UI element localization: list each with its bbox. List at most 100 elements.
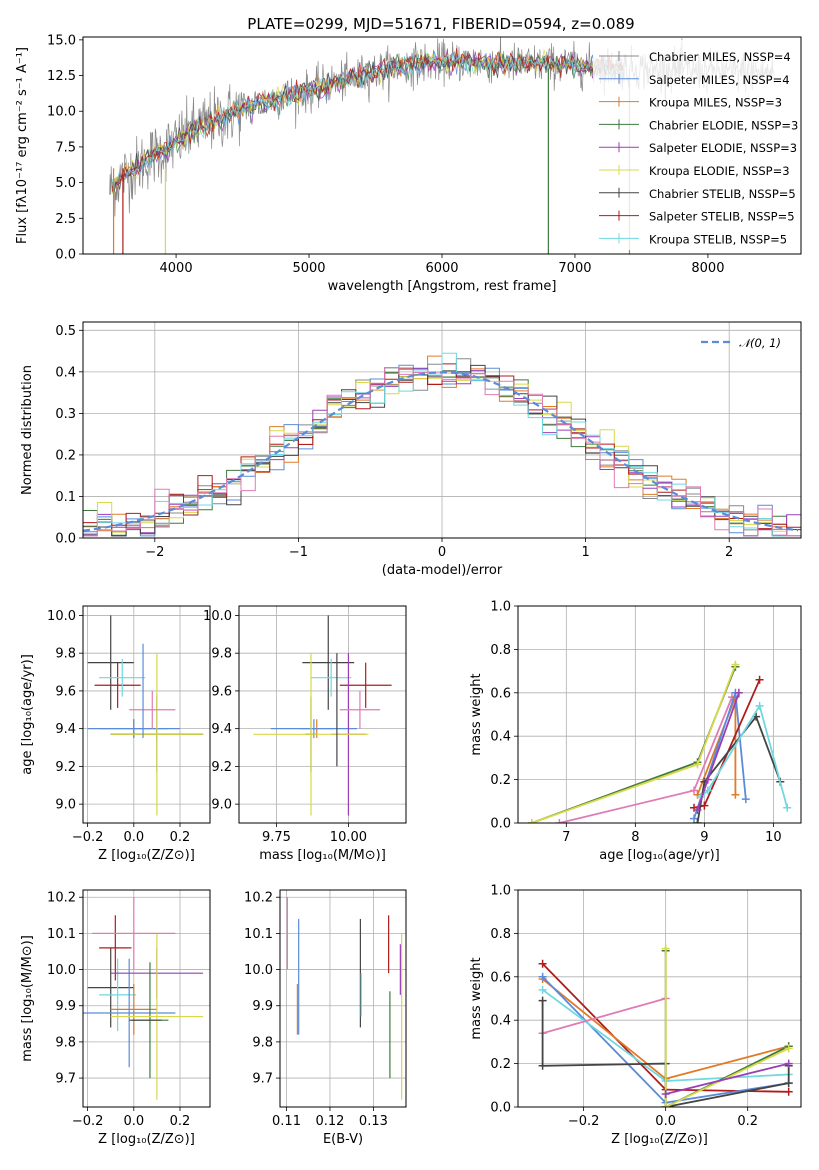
y-tick-label: 10.0: [203, 609, 232, 624]
y-tick-label: 9.8: [55, 647, 76, 662]
weight-marker: [538, 972, 547, 981]
residual-histogram: [83, 367, 801, 537]
plot-area: [253, 615, 392, 816]
errorbar-point: [129, 690, 176, 729]
errorbar-point: [110, 933, 204, 1100]
legend-entry: Chabrier MILES, NSSP=4: [649, 50, 791, 64]
weight-line: [665, 1062, 789, 1095]
errorbar-point: [92, 897, 176, 970]
plot-mass-vs-ebv: 0.11 0.12 0.13 9.7 9.8 9.9 10.0 10.1 10.2 E(B-V): [244, 889, 407, 1147]
weight-line: [542, 997, 666, 1035]
errorbar-point: [83, 958, 176, 1068]
weight-marker: [731, 660, 740, 669]
weight-series: [690, 688, 750, 823]
weight-marker: [538, 985, 547, 994]
weight-series: [661, 944, 793, 1107]
weight-marker: [661, 1103, 670, 1107]
x-tick-label: 5000: [292, 261, 325, 276]
y-tick-label: 9.9: [252, 999, 273, 1014]
y-tick-label: 7.5: [55, 140, 76, 155]
y-tick-label: 10.0: [244, 963, 273, 978]
y-tick-label: 9.6: [55, 684, 76, 699]
weight-marker: [693, 805, 702, 814]
x-tick-label: 10.00: [330, 830, 367, 845]
x-tick-label: 0.0: [123, 830, 144, 845]
axes-frame: [238, 605, 407, 824]
ticks: 0.11 0.12 0.13 9.7 9.8 9.9 10.0 10.1 10.2: [244, 890, 406, 1129]
x-tick-label: 0.0: [123, 1114, 144, 1129]
weight-marker: [755, 675, 764, 684]
y-tick-label: 9.8: [252, 1035, 273, 1050]
plot-massweight-vs-Z: −0.2 0.0 0.2 0.0 0.2 0.4 0.6 0.8 1.0 Z [log₁₀(Z/Z…: [469, 884, 802, 1147]
weight-marker: [693, 819, 702, 823]
model-spectrum: [111, 48, 625, 192]
legend-entry: 𝒩(0, 1): [739, 336, 781, 350]
y-tick-label: 0.0: [55, 532, 76, 547]
x-tick-label: −2: [145, 545, 164, 560]
weight-marker: [755, 701, 764, 710]
errorbar-point: [87, 615, 134, 710]
figure-title: PLATE=0299, MJD=51671, FIBERID=0594, z=0…: [247, 15, 634, 33]
y-tick-label: 9.4: [211, 722, 232, 737]
plots-layer: 4000 5000 6000 7000 80000.02.55.07.510.012.5…: [15, 33, 802, 1147]
x-tick-label: −0.2: [568, 1114, 600, 1129]
axes-frame: [279, 889, 407, 1108]
y-tick-label: 10.0: [47, 609, 76, 624]
errorbar-point: [87, 947, 134, 1028]
y-tick-label: 0.1: [55, 490, 76, 505]
errorbar-point: [339, 662, 392, 708]
plot-area: [83, 352, 801, 537]
weight-marker: [690, 814, 699, 823]
weight-marker: [784, 1044, 793, 1053]
y-axis-label: mass weight: [469, 957, 484, 1039]
y-tick-label: 0.6: [490, 686, 511, 701]
x-axis-label: wavelength [Angstrom, rest frame]: [328, 279, 557, 294]
weight-marker: [784, 1059, 793, 1068]
x-tick-label: 10: [765, 830, 782, 845]
y-tick-label: 9.0: [211, 798, 232, 813]
y-axis-label: Normed distribution: [20, 365, 35, 495]
ticks: 4000 5000 6000 7000 8000 0.0 2.5 5.0 7.5 10.0 12.5…: [47, 33, 724, 276]
plot-age-vs-mass: 9.75 10.00 9.0 9.2 9.4 9.6 9.8 10.0 mass [log₁₀(…: [203, 605, 407, 863]
legend-entry: Kroupa STELIB, NSSP=5: [649, 232, 787, 246]
errorbar-point: [253, 653, 369, 816]
y-tick-label: 5.0: [55, 176, 76, 191]
x-tick-label: 1: [581, 545, 589, 560]
legend-entry: Chabrier ELODIE, NSSP=3: [649, 118, 798, 132]
y-tick-label: 9.9: [55, 999, 76, 1014]
weight-marker: [783, 803, 792, 812]
ticks: −0.2 0.0 0.2 0.0 0.2 0.4 0.6 0.8 1.0: [490, 884, 801, 1129]
legend-entry: Salpeter ELODIE, NSSP=3: [649, 141, 797, 155]
y-tick-label: 10.1: [47, 927, 76, 942]
y-tick-label: 9.2: [55, 760, 76, 775]
legend-entry: Kroupa MILES, NSSP=3: [649, 96, 782, 110]
weight-marker: [734, 688, 743, 697]
legend-entry: Salpeter MILES, NSSP=4: [649, 73, 790, 87]
plot-spectrum: 4000 5000 6000 7000 8000 0.0 2.5 5.0 7.5 10.0 12.5…: [15, 33, 802, 294]
plot-massweight-vs-age: 7 8 9 10 0.0 0.2 0.4 0.6 0.8 1.0 age [log₁₀(age/yr…: [469, 600, 802, 863]
y-tick-label: 15.0: [47, 33, 76, 48]
x-tick-label: 8: [631, 830, 639, 845]
x-axis-label: E(B-V): [323, 1132, 363, 1147]
plot-area: [109, 37, 775, 254]
x-tick-label: 0.0: [655, 1114, 676, 1129]
x-tick-label: 0.2: [170, 1114, 191, 1129]
y-tick-label: 0.2: [490, 1057, 511, 1072]
y-tick-label: 0.8: [490, 927, 511, 942]
x-tick-label: 0.13: [359, 1114, 388, 1129]
plot-area: [538, 944, 793, 1107]
x-axis-label: Z [log₁₀(Z/Z⊙)]: [611, 1132, 708, 1147]
x-tick-label: 0.2: [170, 830, 191, 845]
weight-marker: [784, 1087, 793, 1096]
weight-marker: [693, 760, 702, 769]
y-axis-label: mass weight: [469, 673, 484, 755]
weight-marker: [661, 944, 670, 953]
plot-area: [87, 615, 204, 816]
errorbar-point: [99, 658, 146, 697]
x-tick-label: 0.11: [272, 1114, 301, 1129]
plot-residuals: −2 −1 0 1 2 0.0 0.1 0.2 0.3 0.4 0.5 (data-model)/er…: [20, 321, 802, 578]
x-axis-label: Z [log₁₀(Z/Z⊙)]: [98, 1132, 195, 1147]
x-tick-label: 2: [725, 545, 733, 560]
x-tick-label: −0.2: [72, 1114, 104, 1129]
y-tick-label: 0.0: [490, 1101, 511, 1116]
